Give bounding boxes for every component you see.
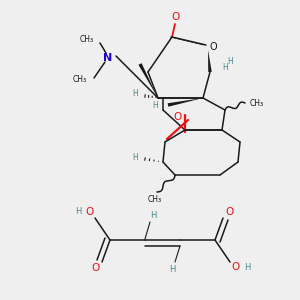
Text: CH₃: CH₃: [148, 196, 162, 205]
Text: CH₃: CH₃: [250, 98, 264, 107]
Text: H: H: [169, 265, 175, 274]
Polygon shape: [208, 50, 212, 72]
Text: O: O: [86, 207, 94, 217]
Text: O: O: [226, 207, 234, 217]
Text: H: H: [222, 62, 228, 71]
Text: H: H: [244, 262, 250, 272]
Text: H: H: [132, 89, 138, 98]
Text: H: H: [75, 208, 81, 217]
Polygon shape: [168, 98, 203, 107]
Text: O: O: [174, 112, 182, 122]
Text: H: H: [152, 100, 158, 109]
Text: H: H: [132, 154, 138, 163]
Text: N: N: [103, 53, 112, 63]
Text: CH₃: CH₃: [80, 35, 94, 44]
Text: CH₃: CH₃: [73, 76, 87, 85]
Text: O: O: [231, 262, 239, 272]
Text: H: H: [150, 211, 156, 220]
Polygon shape: [139, 63, 158, 98]
Text: H: H: [227, 58, 233, 67]
Text: O: O: [209, 42, 217, 52]
Text: O: O: [171, 12, 179, 22]
Text: O: O: [91, 263, 99, 273]
